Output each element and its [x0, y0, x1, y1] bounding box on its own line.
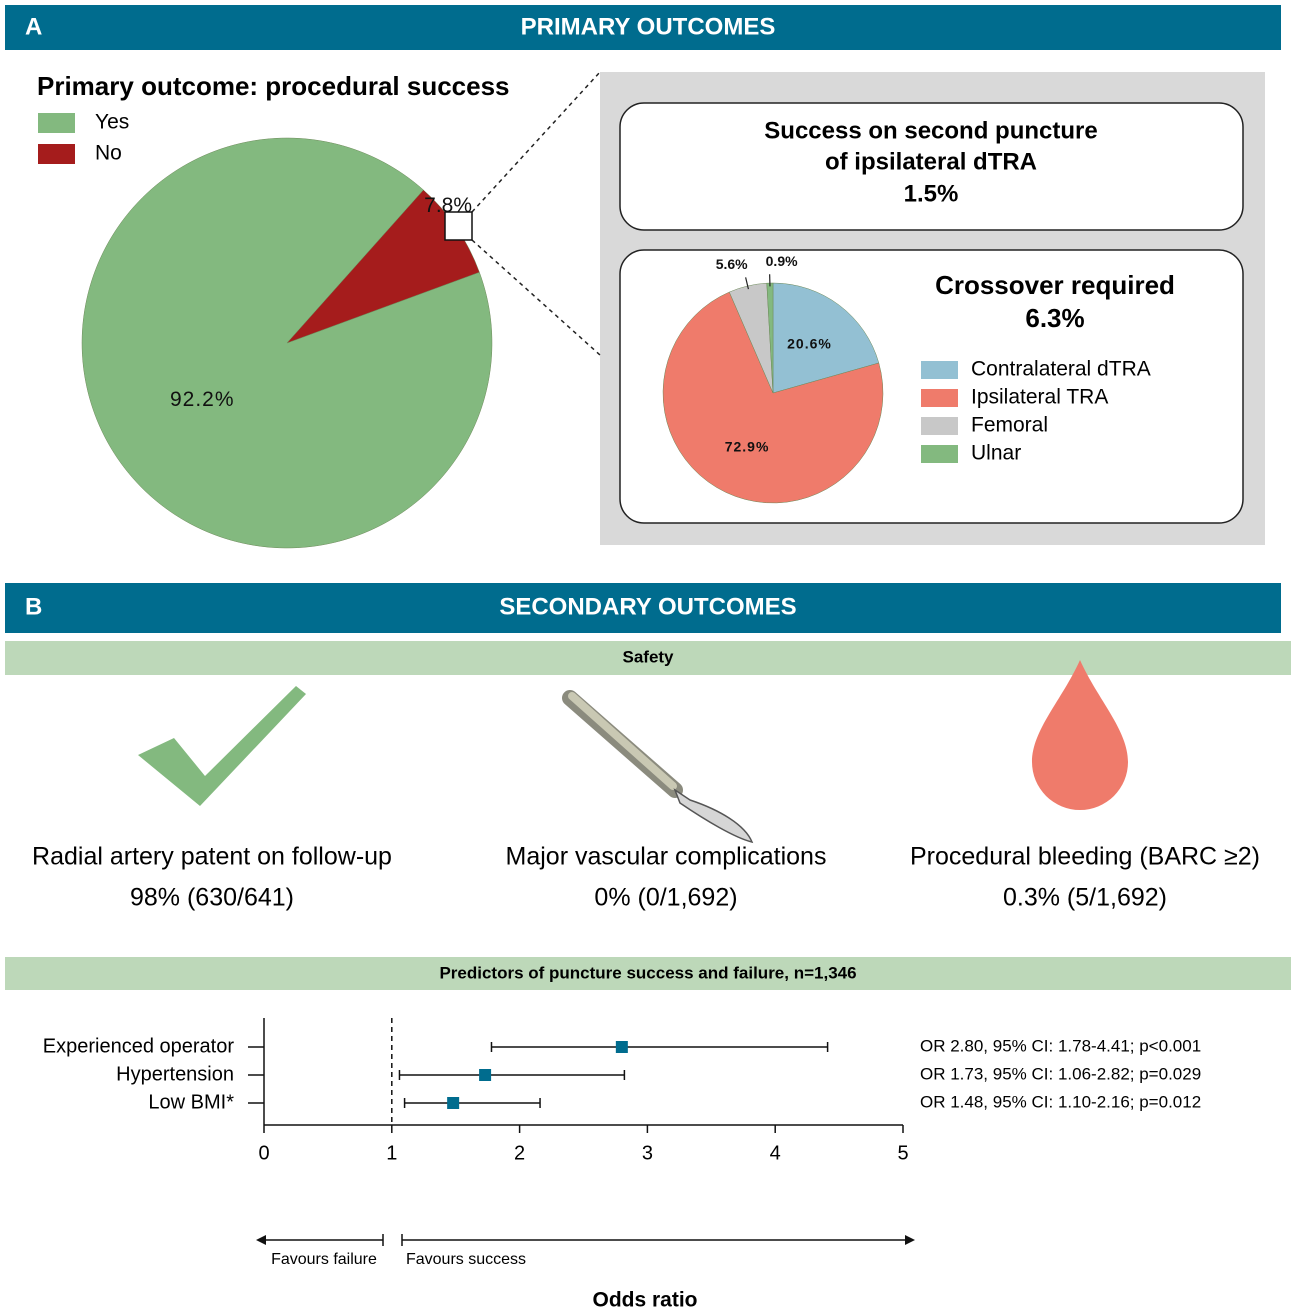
category-label: Low BMI*: [148, 1091, 234, 1113]
odds-ratio-marker: [479, 1069, 492, 1081]
legend-swatch: [921, 389, 958, 407]
legend-swatch: [38, 144, 75, 164]
value-label: 0.9%: [766, 253, 798, 269]
pie-slice: [662, 291, 884, 504]
legend-label: Femoral: [971, 414, 1048, 437]
safety-label: Radial artery patent on follow-up: [32, 843, 392, 871]
callout-text: of ipsilateral dTRA: [825, 148, 1037, 175]
forest-title: Predictors of puncture success and failu…: [439, 963, 856, 982]
legend-label: Yes: [95, 111, 129, 134]
category-label: Experienced operator: [43, 1035, 235, 1057]
legend-label: Ipsilateral TRA: [971, 386, 1108, 409]
odds-ratio-marker: [615, 1041, 628, 1053]
x-tick-label: 4: [770, 1142, 781, 1164]
safety-label: Procedural bleeding (BARC ≥2): [910, 843, 1260, 871]
safety-stat: 0.3% (5/1,692): [1003, 884, 1167, 912]
x-tick-label: 0: [258, 1142, 269, 1164]
legend-label: Ulnar: [971, 442, 1021, 465]
category-label: Hypertension: [116, 1063, 234, 1085]
value-label: OR 1.48, 95% CI: 1.10-2.16; p=0.012: [920, 1092, 1201, 1111]
annotation: Favours failure: [271, 1251, 377, 1268]
safety-label: Major vascular complications: [506, 843, 827, 871]
arrow-head: [256, 1235, 266, 1245]
x-tick-label: 1: [386, 1142, 397, 1164]
check-icon: [138, 686, 306, 806]
section-bar: [5, 957, 1291, 990]
panel-letter: A: [25, 13, 42, 40]
legend-label: Contralateral dTRA: [971, 358, 1151, 381]
x-tick-label: 5: [897, 1142, 908, 1164]
safety-stat: 98% (630/641): [130, 884, 294, 912]
x-tick-label: 2: [514, 1142, 525, 1164]
legend-swatch: [38, 113, 75, 133]
header-bar: [5, 583, 1281, 633]
callout-box: [619, 102, 1244, 231]
odds-ratio-marker: [447, 1097, 460, 1109]
zoom-box: [444, 211, 473, 241]
arrow-head: [905, 1235, 915, 1245]
callout-value: 1.5%: [904, 180, 959, 207]
scalpel-icon: [562, 690, 754, 844]
panel-title: PRIMARY OUTCOMES: [521, 13, 776, 40]
legend-swatch: [921, 417, 958, 435]
value-label: 7.8%: [424, 194, 472, 217]
section-title: Safety: [622, 647, 674, 666]
safety-stat: 0% (0/1,692): [594, 884, 737, 912]
chart-title: Crossover required: [935, 270, 1175, 300]
panel-letter: B: [25, 593, 42, 620]
value-label: OR 1.73, 95% CI: 1.06-2.82; p=0.029: [920, 1064, 1201, 1083]
legend-swatch: [921, 445, 958, 463]
chart-subtitle: 6.3%: [1025, 303, 1084, 333]
value-label: OR 2.80, 95% CI: 1.78-4.41; p<0.001: [920, 1036, 1201, 1055]
x-axis-label: Odds ratio: [592, 1289, 697, 1312]
callout-text: Success on second puncture: [764, 117, 1097, 144]
pie-slice: [772, 282, 880, 394]
value-label: 5.6%: [716, 256, 748, 272]
legend-label: No: [95, 142, 122, 165]
panel-title: SECONDARY OUTCOMES: [499, 593, 796, 620]
value-label: 92.2%: [170, 388, 235, 411]
drop-icon: [1032, 660, 1128, 810]
value-label: 20.6%: [787, 335, 832, 351]
legend-swatch: [921, 361, 958, 379]
leader-line: [745, 277, 750, 290]
annotation: Favours success: [406, 1251, 526, 1268]
header-bar: [5, 5, 1281, 50]
value-label: 72.9%: [725, 438, 770, 454]
x-tick-label: 3: [642, 1142, 653, 1164]
chart-title: Primary outcome: procedural success: [37, 71, 510, 101]
